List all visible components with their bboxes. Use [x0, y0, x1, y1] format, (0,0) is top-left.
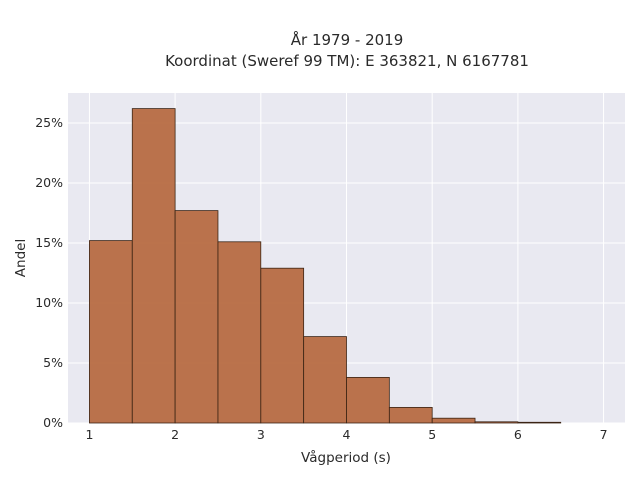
- chart-title-line1: År 1979 - 2019: [291, 30, 404, 49]
- chart-title-line2: Koordinat (Sweref 99 TM): E 363821, N 61…: [165, 52, 529, 70]
- y-tick-label: 0%: [43, 415, 63, 430]
- histogram-bar: [217, 241, 262, 424]
- y-axis-ticks: 0% 5% 10% 15% 20% 25%: [35, 115, 63, 430]
- y-tick-label: 10%: [35, 295, 63, 310]
- x-tick-label: 2: [171, 427, 179, 442]
- histogram-bar: [388, 406, 433, 424]
- x-axis-ticks: 1 2 3 4 5 6 7: [85, 427, 607, 442]
- histogram-bar: [303, 336, 347, 424]
- y-tick-label: 25%: [35, 115, 63, 130]
- histogram-bar: [260, 267, 305, 424]
- x-tick-label: 3: [257, 427, 265, 442]
- histogram-bar: [131, 108, 176, 424]
- x-tick-label: 1: [85, 427, 93, 442]
- y-tick-label: 5%: [43, 355, 63, 370]
- histogram-bar: [174, 210, 219, 424]
- x-tick-label: 6: [514, 427, 522, 442]
- y-axis-label: Andel: [13, 239, 29, 277]
- y-tick-label: 15%: [35, 235, 63, 250]
- y-tick-label: 20%: [35, 175, 63, 190]
- x-tick-label: 7: [600, 427, 608, 442]
- bars: [89, 108, 562, 424]
- histogram-bar: [517, 421, 562, 424]
- histogram-bar: [431, 417, 476, 424]
- histogram-bar: [346, 376, 390, 424]
- x-tick-label: 4: [343, 427, 351, 442]
- x-tick-label: 5: [428, 427, 436, 442]
- x-axis-label: Vågperiod (s): [301, 449, 391, 466]
- histogram-bar: [474, 421, 519, 424]
- histogram-bar: [89, 240, 133, 424]
